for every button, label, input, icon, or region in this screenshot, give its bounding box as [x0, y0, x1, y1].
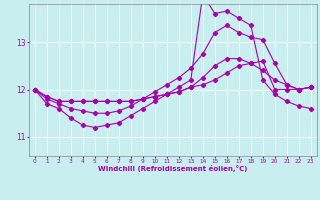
X-axis label: Windchill (Refroidissement éolien,°C): Windchill (Refroidissement éolien,°C) — [98, 165, 247, 172]
